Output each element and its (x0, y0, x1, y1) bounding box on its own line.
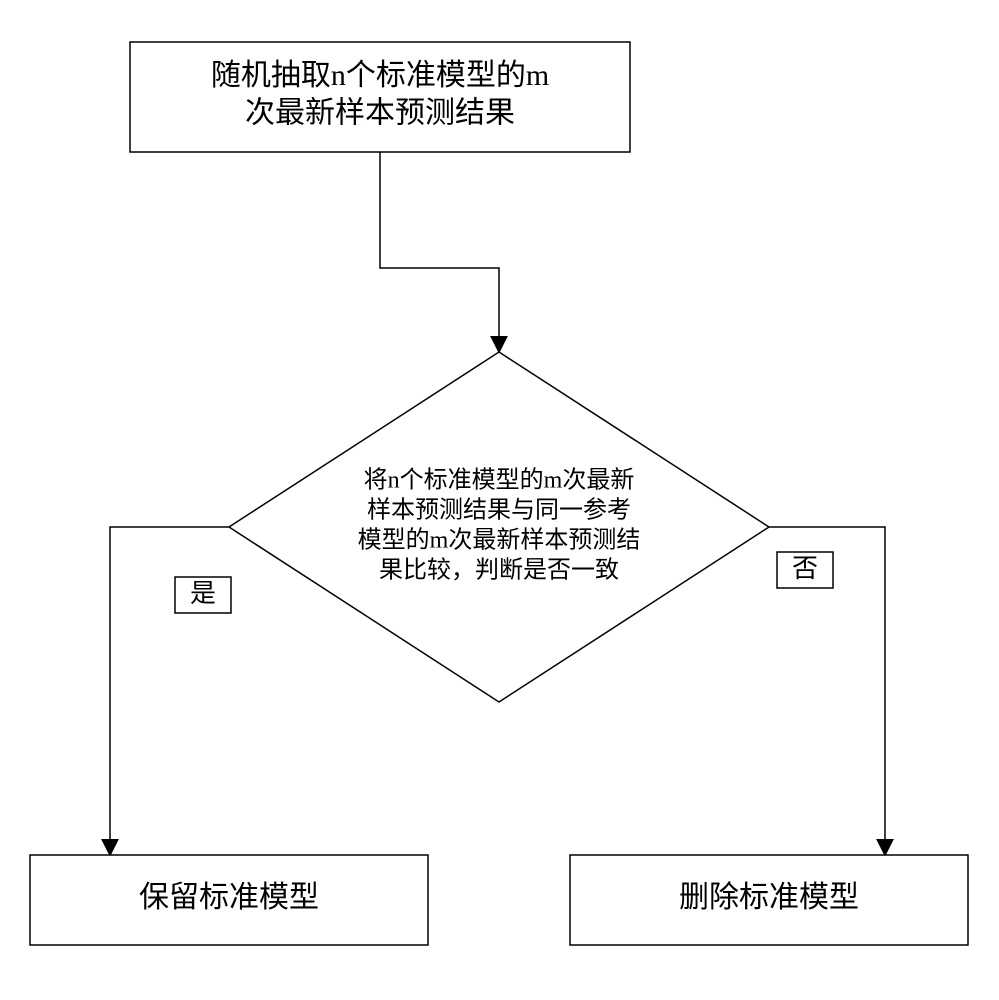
decision-line: 模型的m次最新样本预测结 (358, 527, 641, 554)
keep-line: 保留标准模型 (139, 881, 319, 914)
label-yes: 是 (190, 579, 216, 608)
delete-line: 删除标准模型 (679, 881, 859, 914)
label-no: 否 (792, 554, 818, 583)
decision-line: 样本预测结果与同一参考 (367, 497, 631, 524)
decision-line: 果比较，判断是否一致 (379, 557, 619, 584)
start-line: 次最新样本预测结果 (245, 97, 515, 130)
decision-line: 将n个标准模型的m次最新 (364, 467, 635, 494)
start-line: 随机抽取n个标准模型的m (211, 59, 549, 92)
